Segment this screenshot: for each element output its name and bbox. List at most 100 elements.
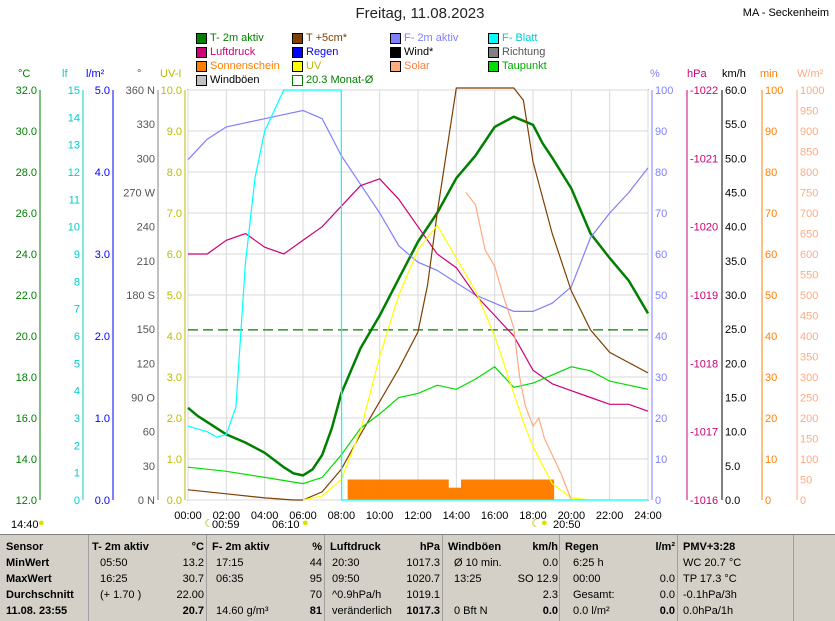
- chart-title: Freitag, 11.08.2023: [355, 5, 485, 22]
- temp-axis-tick: 18.0: [16, 372, 37, 384]
- solar-axis-tick: 1000: [800, 85, 824, 97]
- sunshine-bar: [441, 479, 444, 500]
- legend-item: Regen: [292, 46, 338, 58]
- sunshine-bar: [489, 479, 492, 500]
- legend-label: T- 2m aktiv: [210, 32, 264, 44]
- table-cell: Gesamt:: [573, 589, 615, 601]
- legend-swatch: [292, 46, 303, 58]
- table-cell: 0.0: [542, 557, 558, 569]
- sunshine-bar: [518, 479, 521, 500]
- legend-label: Sonnenschein: [210, 60, 280, 72]
- solar-axis-tick: 800: [800, 167, 818, 179]
- press-axis-tick: -1020: [690, 222, 718, 234]
- sun-axis-tick: 30: [765, 372, 777, 384]
- table-cell: 44: [309, 557, 322, 569]
- sunshine-bar: [417, 479, 421, 500]
- unit-sun: min: [760, 68, 778, 80]
- uv-axis-tick: 5.0: [167, 290, 182, 302]
- sunshine-bar: [422, 479, 425, 500]
- sunshine-bar: [408, 479, 411, 500]
- solar-axis-tick: 850: [800, 147, 818, 159]
- unit-press: hPa: [687, 68, 707, 80]
- sunshine-bar: [521, 479, 524, 500]
- table-cell: 20:30: [332, 557, 360, 569]
- sunshine-bar: [526, 479, 529, 500]
- hum-axis-tick: 90: [655, 126, 667, 138]
- uv-axis-tick: 3.0: [167, 372, 182, 384]
- solar-axis-tick: 950: [800, 106, 818, 118]
- sunshine-bar: [473, 479, 476, 500]
- leaf-axis-tick: 7: [74, 304, 80, 316]
- sunshine-bar: [529, 479, 532, 500]
- sunshine-bar: [513, 479, 516, 500]
- legend-swatch: [390, 32, 401, 44]
- uv-axis-tick: 10.0: [161, 85, 182, 97]
- legend-item: UV: [292, 60, 321, 72]
- sunshine-bar: [454, 487, 457, 500]
- table-separator: [206, 535, 207, 621]
- table-header: Luftdruck hPa: [330, 541, 440, 553]
- sunshine-bar: [520, 479, 523, 500]
- sunshine-bar: [491, 479, 494, 500]
- sunshine-bar: [349, 479, 352, 500]
- wind-axis-tick: 20.0: [725, 358, 746, 370]
- series-uv: [302, 224, 591, 501]
- table-cell: 06:35: [216, 573, 244, 585]
- sunshine-bar: [405, 479, 408, 500]
- sunshine-bar: [354, 479, 357, 500]
- dir-axis-tick: 360 N: [126, 85, 155, 97]
- press-axis-tick: -1022: [690, 85, 718, 97]
- leaf-axis-tick: 2: [74, 440, 80, 452]
- sunshine-bar: [389, 479, 392, 500]
- sunshine-bar: [435, 479, 438, 500]
- legend-swatch: [196, 32, 207, 44]
- legend-item: Windböen: [196, 74, 260, 86]
- sunset-icon: ●: [541, 517, 548, 529]
- sunshine-bar: [532, 479, 535, 500]
- sunshine-bar: [384, 479, 387, 500]
- sunshine-bar: [358, 479, 361, 500]
- sunshine-bar: [475, 479, 478, 500]
- sunshine-bar: [500, 479, 504, 500]
- sunshine-bar: [465, 479, 468, 500]
- moonrise-icon: ☾: [204, 518, 214, 530]
- dir-axis-tick: 330: [137, 119, 155, 131]
- legend-item: T- 2m aktiv: [196, 32, 264, 44]
- sunshine-bar: [484, 479, 488, 500]
- sunshine-bar: [446, 479, 449, 500]
- legend-label: Taupunkt: [502, 60, 547, 72]
- sunshine-bar: [497, 479, 500, 500]
- x-tick-label: 20:00: [558, 510, 586, 522]
- sunshine-bar: [363, 479, 366, 500]
- sunshine-bar: [421, 479, 424, 500]
- sunshine-bar: [548, 479, 551, 500]
- x-tick-label: 18:00: [519, 510, 547, 522]
- dir-axis-tick: 150: [137, 324, 155, 336]
- leaf-axis-tick: 8: [74, 276, 80, 288]
- temp-axis-tick: 28.0: [16, 167, 37, 179]
- sun-moon-annotations: 14:40 ● ☾ 00:59 06:10 ● ☾ ● 20:50: [0, 517, 835, 533]
- unit-uv: UV-I: [160, 68, 182, 80]
- sunshine-bars: [347, 479, 555, 500]
- x-tick-label: 14:00: [443, 510, 471, 522]
- legend-item: F- 2m aktiv: [390, 32, 458, 44]
- wind-axis-tick: 35.0: [725, 256, 746, 268]
- x-tick-label: 10:00: [366, 510, 394, 522]
- wind-axis-tick: 25.0: [725, 324, 746, 336]
- leaf-axis-tick: 15: [68, 85, 80, 97]
- x-tick-label: 06:00: [289, 510, 317, 522]
- sunshine-bar: [536, 479, 539, 500]
- table-cell: 0.0 l/m²: [573, 605, 610, 617]
- sunshine-bar: [398, 479, 401, 500]
- sunshine-bar: [393, 479, 397, 500]
- uv-axis-tick: 7.0: [167, 208, 182, 220]
- uv-axis-tick: 9.0: [167, 126, 182, 138]
- table-cell: 13.2: [182, 557, 204, 569]
- legend-label: Richtung: [502, 46, 546, 58]
- legend-label: UV: [306, 60, 322, 72]
- wind-axis-tick: 15.0: [725, 393, 746, 405]
- legend-item: T +5cm*: [292, 32, 347, 44]
- wind-axis-tick: 45.0: [725, 188, 746, 200]
- table-cell: ^0.9hPa/h: [332, 589, 382, 601]
- table-cell: 0.0: [659, 573, 675, 585]
